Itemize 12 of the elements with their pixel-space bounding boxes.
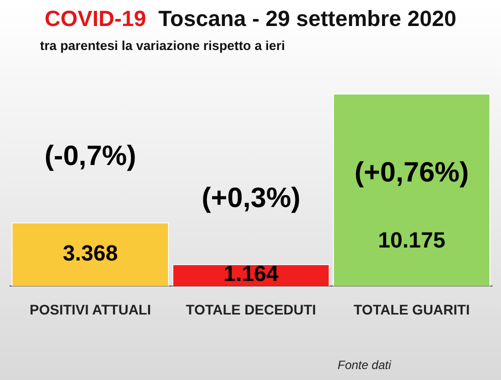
annotation: (+0,76%) [354, 156, 469, 188]
chart-subtitle: tra parentesi la variazione rispetto a ieri [39, 38, 286, 53]
x-tick-label: POSITIVI ATTUALI [30, 301, 152, 318]
data-label: 10.175 [378, 227, 446, 252]
data-label: 3.368 [62, 240, 118, 266]
x-tick-label: TOTALE GUARITI [354, 301, 470, 318]
data-label: 1.164 [223, 261, 280, 286]
source-note: Fonte dati [338, 358, 391, 372]
annotation: (-0,7%) [44, 140, 136, 172]
annotation: (+0,3%) [202, 182, 300, 213]
chart-title: COVID-19 Toscana - 29 settembre 2020 [44, 6, 456, 31]
x-tick-label: TOTALE DECEDUTI [186, 301, 316, 318]
